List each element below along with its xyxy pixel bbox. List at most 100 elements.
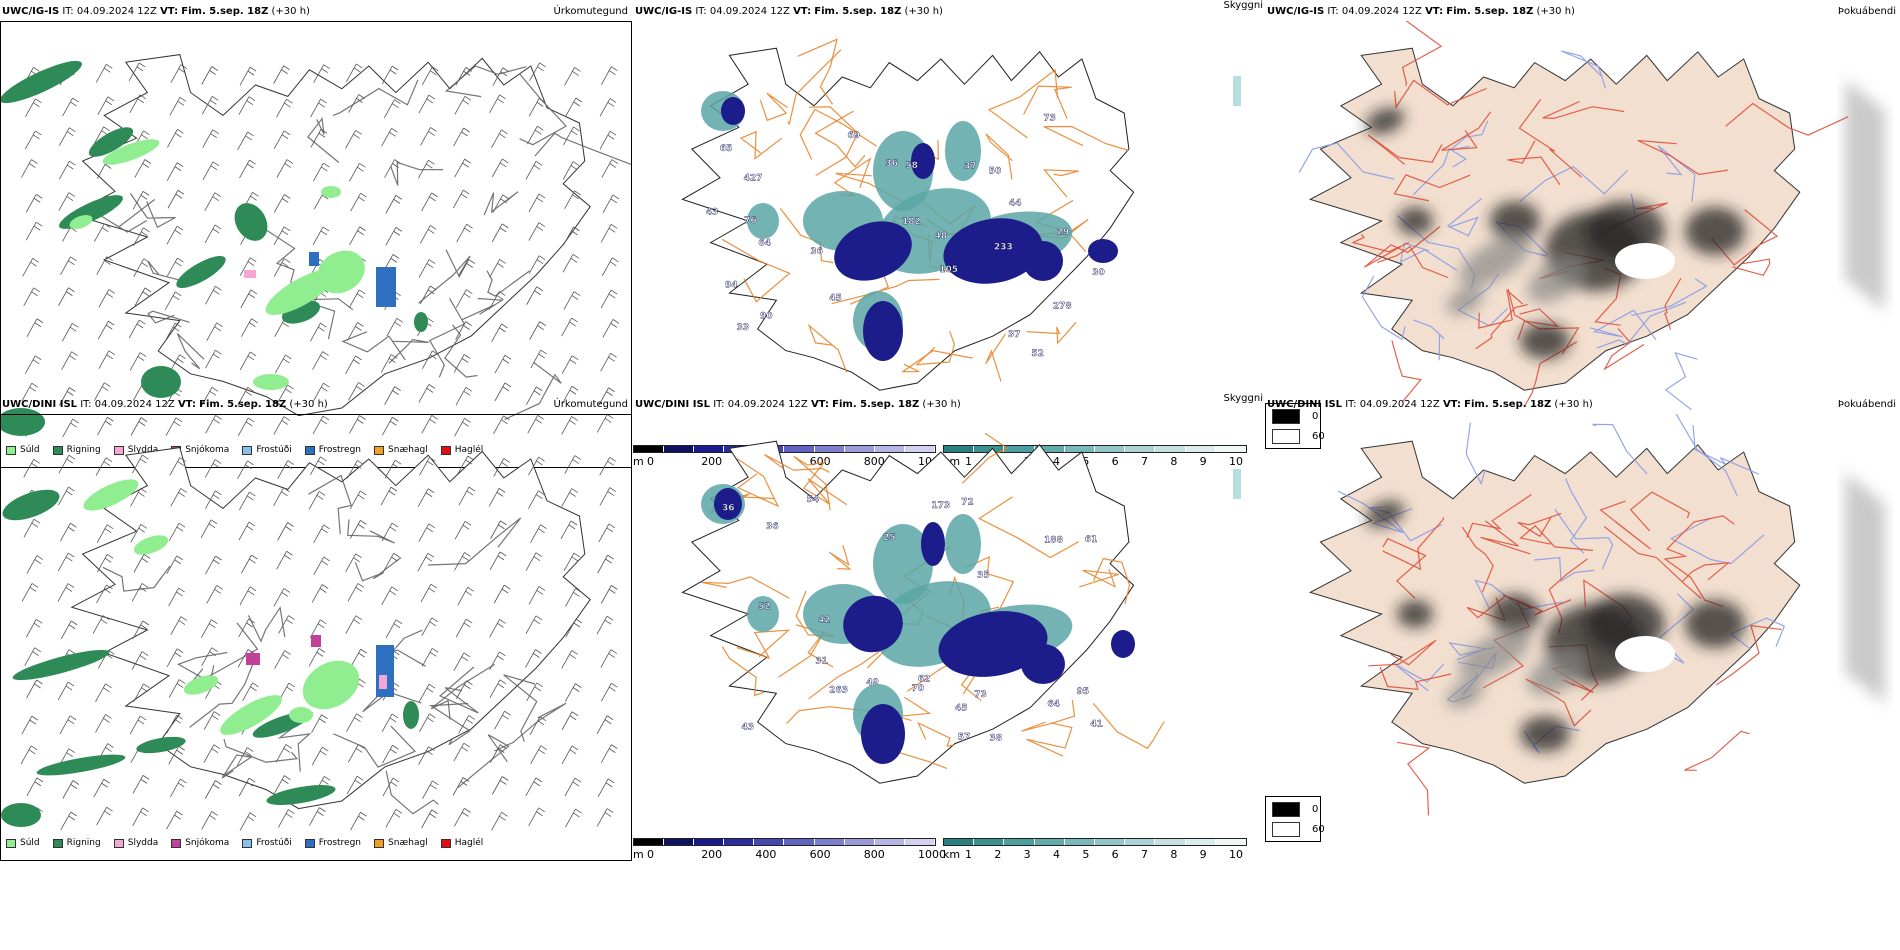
- road-line: [1396, 741, 1431, 816]
- colorbar-tick: 9: [1199, 848, 1207, 861]
- fog-area: [1520, 716, 1570, 752]
- wind-barb: [239, 351, 257, 371]
- ceiling-value-label: 73: [974, 690, 987, 700]
- wind-barb: [418, 746, 435, 765]
- wind-barb: [493, 458, 510, 477]
- wind-barb: [452, 189, 470, 209]
- ceiling-value-label: 45: [955, 703, 968, 713]
- fog-streak: [1845, 81, 1850, 281]
- wind-barb: [310, 128, 328, 148]
- drizzle-area: [83, 479, 139, 511]
- wind-barb: [386, 317, 404, 337]
- rain-area: [1, 803, 41, 827]
- rain-area: [266, 785, 336, 805]
- fog-map[interactable]: [1265, 401, 1900, 834]
- wind-barb: [96, 806, 113, 826]
- low-ceiling-area: [1111, 630, 1135, 658]
- wind-barb: [169, 778, 187, 798]
- colorbar-step: [844, 446, 875, 452]
- wind-barb: [420, 127, 437, 146]
- precip-map[interactable]: [0, 414, 632, 861]
- wind-barb: [96, 256, 113, 275]
- wind-barb: [600, 352, 617, 372]
- precip-map[interactable]: [0, 21, 633, 468]
- visibility-map[interactable]: 64 95 62 173 73 35 38 41 36 45 52 42 72 70 49 43 25 188 26…: [633, 414, 1263, 834]
- it-label: IT:: [1345, 399, 1357, 410]
- legend-label: Snæhagl: [388, 838, 428, 848]
- it-label: IT:: [62, 6, 74, 17]
- wind-barb: [381, 713, 399, 733]
- wind-barb: [133, 258, 151, 277]
- wind-barb: [350, 192, 367, 212]
- wind-barb: [277, 522, 294, 541]
- model-name: UWC/IG-IS: [635, 6, 693, 17]
- colorbar-tick: 600: [809, 848, 831, 861]
- fog-legend-label-0: 0: [1312, 411, 1319, 422]
- fog-map[interactable]: [1265, 19, 1900, 441]
- wind-barb: [601, 159, 619, 178]
- colorbar-step: [814, 446, 845, 452]
- wind-barb: [491, 323, 508, 343]
- road-line: [1026, 722, 1073, 757]
- colorbar-tick: 10: [1229, 848, 1243, 861]
- wind-barb: [170, 64, 188, 83]
- road-line: [739, 130, 783, 160]
- road-line: [917, 721, 954, 747]
- road-line: [1603, 526, 1702, 599]
- road-line: [1382, 517, 1445, 571]
- road-line: [1657, 145, 1696, 202]
- low-ceiling-area: [1088, 239, 1118, 263]
- wind-barb: [453, 127, 470, 147]
- wind-barb: [167, 257, 184, 277]
- ceiling-value-label: 33: [737, 323, 750, 333]
- wind-barb: [274, 650, 291, 669]
- wind-barb: [58, 454, 76, 474]
- rain-area: [36, 754, 126, 776]
- road-line: [1021, 699, 1076, 732]
- fog-area: [1490, 201, 1540, 241]
- rain-area: [0, 408, 45, 436]
- wind-barb: [23, 287, 40, 307]
- wind-barb: [562, 253, 580, 273]
- ceiling-value-label: 37: [1008, 330, 1021, 340]
- wind-barb: [526, 286, 543, 305]
- road-line: [1599, 500, 1651, 550]
- ceiling-value-label: 188: [1044, 535, 1063, 545]
- wind-barb: [166, 714, 183, 734]
- lead-time: (+30 h): [1554, 399, 1593, 410]
- visibility-map[interactable]: 52 64 105 65 278 427 90 36 50 36 37 37 45 69 48 94 233 18…: [633, 21, 1263, 441]
- model-name: UWC/IG-IS: [1267, 6, 1325, 17]
- colorbar-step: [664, 839, 695, 845]
- colorbar-step: [1034, 839, 1065, 845]
- wind-barb: [59, 715, 77, 734]
- wind-barb: [489, 679, 507, 699]
- wind-barb: [96, 524, 114, 543]
- colorbar-tick: 1: [965, 455, 972, 468]
- vt-value: Fim. 5.sep. 18Z: [832, 399, 920, 410]
- colorbar-step: [844, 839, 875, 845]
- wind-barb: [457, 455, 474, 475]
- wind-barb: [601, 257, 619, 277]
- ceiling-value-label: 29: [1057, 228, 1070, 238]
- legend-label: Slydda: [127, 445, 159, 455]
- wind-barb: [382, 416, 399, 436]
- road-line: [1079, 568, 1119, 588]
- colorbar-tick: 9: [1199, 455, 1207, 468]
- wind-barb: [168, 679, 186, 698]
- model-name: UWC/IG-IS: [2, 6, 60, 17]
- wind-barb: [59, 160, 76, 180]
- wind-barb: [20, 745, 38, 765]
- legend-item: Haglél: [440, 838, 483, 848]
- wind-barb: [310, 456, 327, 476]
- precip-title: Úrkomutegund: [553, 6, 628, 17]
- wind-barb: [489, 744, 507, 763]
- ceiling-value-label: 182: [902, 217, 921, 227]
- legend-swatch: [242, 838, 253, 848]
- wind-barb: [528, 456, 545, 476]
- legend-item: Frostregn: [304, 445, 361, 455]
- wind-barb: [203, 744, 221, 763]
- fog-area: [1365, 500, 1405, 528]
- wind-barb: [420, 583, 438, 603]
- ceiling-value-label: 64: [1047, 700, 1060, 710]
- low-visibility-area: [747, 203, 779, 239]
